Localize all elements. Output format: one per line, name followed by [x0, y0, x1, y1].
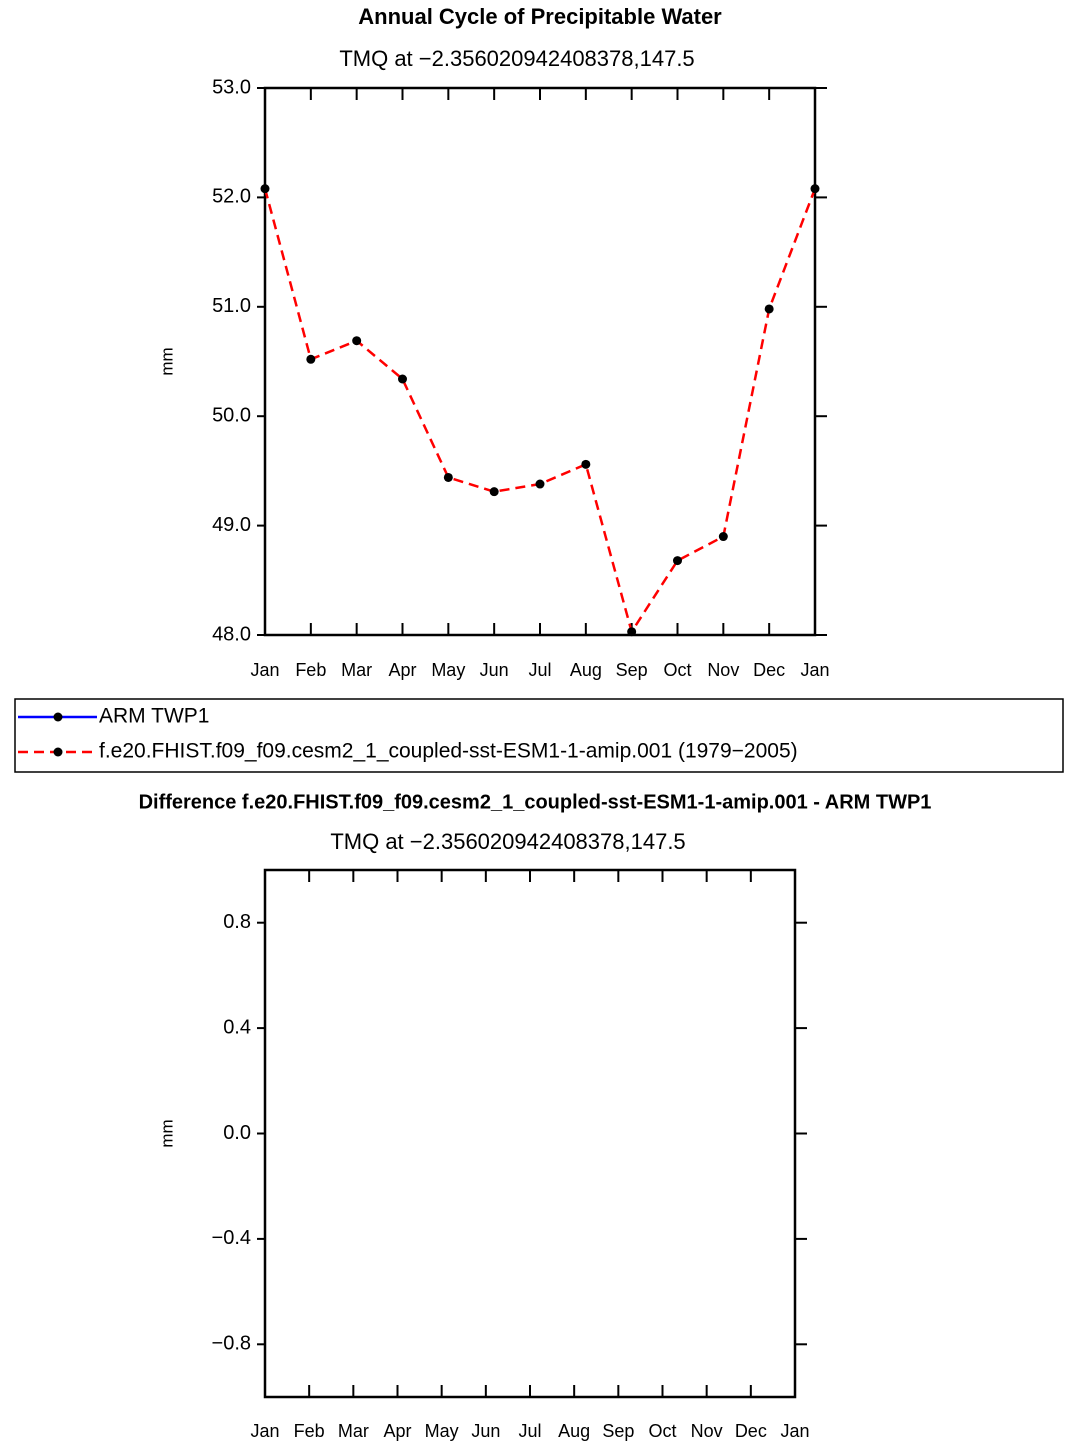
y-tick-label: 0.4: [223, 1016, 251, 1038]
x-tick-label: Jan: [780, 1421, 809, 1441]
x-tick-label: Jul: [528, 660, 551, 680]
chart-title: Difference f.e20.FHIST.f09_f09.cesm2_1_c…: [139, 791, 932, 813]
x-tick-label: Jul: [518, 1421, 541, 1441]
legend-label: f.e20.FHIST.f09_f09.cesm2_1_coupled-sst-…: [99, 740, 798, 763]
legend-box: [14, 698, 1064, 773]
x-tick-label: Sep: [616, 660, 648, 680]
data-point: [718, 532, 728, 542]
chart-subtitle: TMQ at −2.356020942408378,147.5: [330, 829, 685, 854]
y-axis-label: mm: [157, 347, 176, 375]
x-tick-label: Dec: [753, 660, 785, 680]
x-tick-label: Dec: [735, 1421, 767, 1441]
x-tick-label: May: [431, 660, 465, 680]
legend-label: ARM TWP1: [99, 705, 209, 728]
data-point: [581, 459, 591, 469]
y-tick-label: 48.0: [212, 623, 251, 645]
x-tick-label: Feb: [294, 1421, 325, 1441]
legend-marker: [53, 747, 63, 757]
chart-subtitle: TMQ at −2.356020942408378,147.5: [339, 46, 694, 71]
x-tick-label: Nov: [707, 660, 739, 680]
data-point: [489, 487, 499, 497]
x-tick-label: Aug: [558, 1421, 590, 1441]
x-tick-label: Mar: [338, 1421, 369, 1441]
x-tick-label: Jun: [480, 660, 509, 680]
y-tick-label: 51.0: [212, 295, 251, 317]
data-point: [443, 472, 453, 482]
plot-frame: [263, 86, 817, 637]
y-axis-label: mm: [157, 1119, 176, 1147]
x-tick-label: May: [425, 1421, 459, 1441]
legend-marker: [53, 712, 63, 722]
y-tick-label: −0.4: [212, 1227, 251, 1249]
data-point: [398, 374, 407, 384]
x-tick-label: Apr: [383, 1421, 411, 1441]
data-point: [352, 336, 362, 346]
data-point: [627, 627, 637, 637]
x-tick-label: Jan: [250, 1421, 279, 1441]
x-tick-label: Oct: [648, 1421, 676, 1441]
y-tick-label: 52.0: [212, 186, 251, 208]
y-tick-label: 53.0: [212, 76, 251, 98]
x-tick-label: Feb: [295, 660, 326, 680]
data-point: [535, 479, 545, 489]
y-tick-label: 0.0: [223, 1122, 251, 1144]
data-point: [810, 184, 820, 194]
data-point: [260, 184, 270, 194]
x-tick-label: Mar: [341, 660, 372, 680]
y-tick-label: 50.0: [212, 404, 251, 426]
data-point: [764, 304, 774, 314]
x-tick-label: Jan: [250, 660, 279, 680]
x-tick-label: Sep: [602, 1421, 634, 1441]
x-tick-label: Apr: [388, 660, 416, 680]
y-tick-label: 0.8: [223, 911, 251, 933]
data-point: [673, 556, 682, 566]
x-tick-label: Jun: [471, 1421, 500, 1441]
x-tick-label: Aug: [570, 660, 602, 680]
x-tick-label: Nov: [691, 1421, 723, 1441]
series-line: [263, 188, 817, 635]
plot-frame: [263, 868, 797, 1399]
x-tick-label: Jan: [800, 660, 829, 680]
x-tick-label: Oct: [663, 660, 691, 680]
y-tick-label: −0.8: [212, 1333, 251, 1355]
data-point: [306, 354, 316, 364]
chart-title: Annual Cycle of Precipitable Water: [358, 4, 722, 29]
y-tick-label: 49.0: [212, 514, 251, 536]
